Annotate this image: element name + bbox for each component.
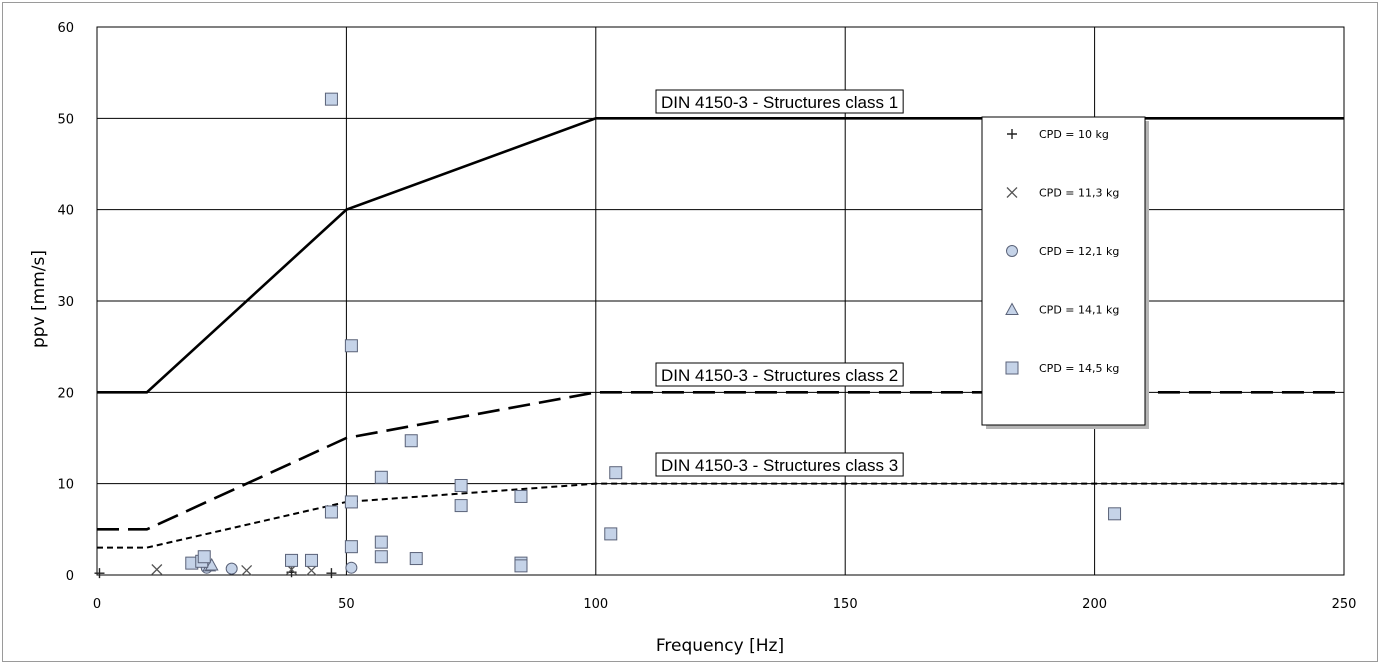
- legend-label: CPD = 11,3 kg: [1039, 187, 1119, 200]
- marker-square: [374, 470, 388, 484]
- limit-label-text: DIN 4150-3 - Structures class 3: [661, 456, 898, 475]
- marker-square: [604, 527, 618, 541]
- x-tick-label: 150: [833, 597, 858, 612]
- limit-label: DIN 4150-3 - Structures class 2: [655, 362, 904, 387]
- marker-square: [324, 92, 338, 106]
- x-tick-label: 250: [1332, 597, 1357, 612]
- marker-square: [304, 553, 318, 567]
- marker-circle: [345, 561, 358, 574]
- marker-cross: [1006, 187, 1018, 198]
- marker-square: [514, 559, 528, 573]
- x-axis-title: Frequency [Hz]: [656, 636, 784, 656]
- y-tick-label: 50: [57, 112, 74, 127]
- marker-square: [404, 434, 418, 448]
- marker-triangle: [1005, 302, 1019, 315]
- marker-square: [514, 489, 528, 503]
- x-tick-label: 50: [338, 597, 355, 612]
- limit-labels: DIN 4150-3 - Structures class 1 DIN 4150-…: [655, 89, 904, 477]
- limit-label: DIN 4150-3 - Structures class 1: [655, 89, 904, 114]
- marker-square: [344, 540, 358, 554]
- limit-label-box: [655, 362, 904, 387]
- legend-item: CPD = 14,1 kg: [1005, 302, 1119, 317]
- limit-line-dotted: [97, 482, 1344, 549]
- marker-square: [374, 535, 388, 549]
- marker-cross: [241, 564, 253, 576]
- marker-cross: [306, 564, 317, 576]
- marker-square: [1005, 361, 1019, 375]
- limit-label-box: [655, 452, 904, 477]
- legend-item: CPD = 12,1 kg: [1006, 245, 1119, 258]
- limit-line-solid: [97, 117, 1344, 394]
- marker-circle: [1006, 245, 1018, 257]
- marker-square: [285, 553, 299, 567]
- limit-label: DIN 4150-3 - Structures class 3: [655, 452, 904, 477]
- marker-square: [454, 499, 468, 513]
- legend-item: CPD = 10 kg: [1007, 128, 1109, 141]
- marker-plus: [94, 568, 105, 579]
- y-tick-label: 40: [57, 204, 74, 219]
- x-tick-label: 100: [583, 597, 608, 612]
- marker-square: [324, 505, 338, 519]
- legend-box: [981, 116, 1146, 426]
- marker-square: [409, 552, 423, 566]
- x-tick-label: 200: [1082, 597, 1107, 612]
- legend: CPD = 10 kg CPD = 11,3 kg CPD = 12,1 kg CPD…: [981, 116, 1149, 429]
- y-axis-title: ppv [mm/s]: [29, 250, 49, 348]
- marker-triangle: [204, 557, 219, 571]
- marker-square: [1108, 507, 1122, 521]
- y-tick-label: 30: [57, 295, 74, 310]
- y-tick-label: 10: [57, 478, 74, 493]
- limit-label-text: DIN 4150-3 - Structures class 2: [661, 366, 898, 385]
- marker-cross: [151, 564, 163, 575]
- limit-label-text: DIN 4150-3 - Structures class 1: [661, 93, 898, 112]
- marker-square: [344, 339, 358, 353]
- legend-item: CPD = 11,3 kg: [1006, 187, 1119, 200]
- marker-plus: [1007, 129, 1017, 139]
- legend-label: CPD = 10 kg: [1039, 128, 1109, 141]
- marker-circle: [225, 562, 238, 575]
- limit-label-box: [655, 89, 904, 114]
- marker-plus: [326, 568, 337, 579]
- legend-item: CPD = 14,5 kg: [1005, 361, 1119, 375]
- limit-line-dashed: [97, 391, 1344, 531]
- marker-square: [197, 550, 211, 564]
- data-points: [94, 92, 1122, 579]
- y-tick-label: 60: [57, 21, 74, 36]
- marker-square: [374, 550, 388, 564]
- tick-labels: 0 50 100 150 200 250 0 10 20 30 40 50 60: [57, 21, 1356, 612]
- legend-label: CPD = 12,1 kg: [1039, 245, 1119, 258]
- x-tick-label: 0: [93, 597, 101, 612]
- marker-square: [454, 478, 468, 492]
- plot-area-border: [96, 26, 1345, 576]
- marker-square: [609, 466, 623, 480]
- y-tick-label: 20: [57, 386, 74, 401]
- legend-label: CPD = 14,1 kg: [1039, 304, 1119, 317]
- y-tick-label: 0: [66, 569, 74, 584]
- marker-square: [344, 495, 358, 509]
- legend-label: CPD = 14,5 kg: [1039, 362, 1119, 375]
